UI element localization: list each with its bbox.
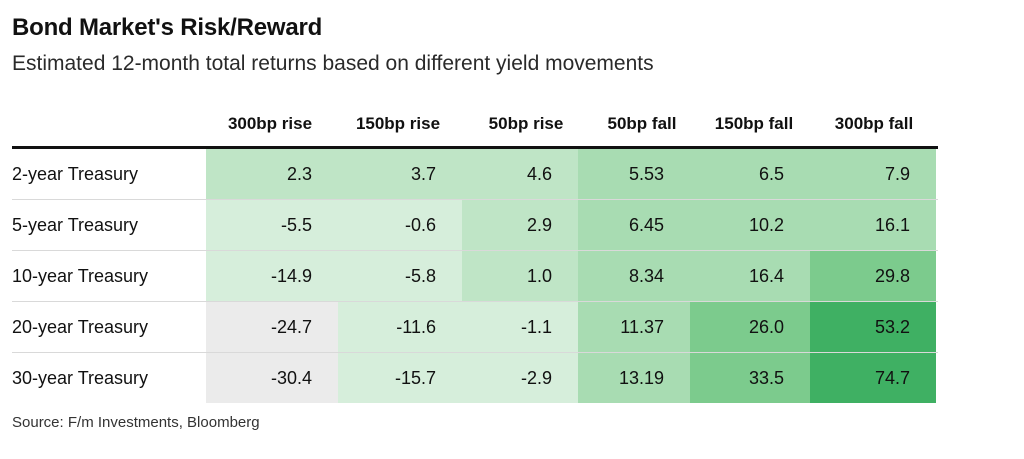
table-cell: -5.5 xyxy=(206,200,338,250)
table-cell: 26.0 xyxy=(690,302,810,352)
table-cell: 16.1 xyxy=(810,200,936,250)
table-cell: -11.6 xyxy=(338,302,462,352)
column-header-150bp-fall: 150bp fall xyxy=(714,114,794,133)
table-cell: -5.8 xyxy=(338,251,462,301)
table-cell: 33.5 xyxy=(690,353,810,403)
table-cell: 5.53 xyxy=(578,149,690,199)
table-cell: -24.7 xyxy=(206,302,338,352)
table-cell: 2.3 xyxy=(206,149,338,199)
chart-title: Bond Market's Risk/Reward xyxy=(12,14,323,41)
table-cell: -30.4 xyxy=(206,353,338,403)
column-header-50bp-fall: 50bp fall xyxy=(607,114,677,133)
table-cell: 6.45 xyxy=(578,200,690,250)
column-header-300bp-rise: 300bp rise xyxy=(227,114,313,133)
row-divider xyxy=(12,199,938,200)
table-cell: 8.34 xyxy=(578,251,690,301)
table-cell: 6.5 xyxy=(690,149,810,199)
source-note: Source: F/m Investments, Bloomberg xyxy=(12,414,260,431)
chart-subtitle: Estimated 12-month total returns based o… xyxy=(12,52,654,75)
table-cell: -2.9 xyxy=(462,353,578,403)
table-cell: 2.9 xyxy=(462,200,578,250)
table-cell: 7.9 xyxy=(810,149,936,199)
column-header-300bp-fall: 300bp fall xyxy=(834,114,914,133)
row-label: 5-year Treasury xyxy=(12,215,139,235)
header-divider xyxy=(12,146,938,149)
table-cell: 13.19 xyxy=(578,353,690,403)
table-cell: -14.9 xyxy=(206,251,338,301)
row-label: 20-year Treasury xyxy=(12,317,149,337)
row-label: 30-year Treasury xyxy=(12,368,149,388)
row-label: 10-year Treasury xyxy=(12,266,149,286)
table-cell: -15.7 xyxy=(338,353,462,403)
table-cell: 29.8 xyxy=(810,251,936,301)
row-divider xyxy=(12,352,938,353)
table-cell: 4.6 xyxy=(462,149,578,199)
row-divider xyxy=(12,250,938,251)
table-cell: -1.1 xyxy=(462,302,578,352)
table-cell: 11.37 xyxy=(578,302,690,352)
column-header-150bp-rise: 150bp rise xyxy=(355,114,441,133)
table-cell: 16.4 xyxy=(690,251,810,301)
table-cell: 74.7 xyxy=(810,353,936,403)
table-cell: 10.2 xyxy=(690,200,810,250)
row-divider xyxy=(12,301,938,302)
column-header-50bp-rise: 50bp rise xyxy=(488,114,564,133)
table-cell: 53.2 xyxy=(810,302,936,352)
table-cell: 1.0 xyxy=(462,251,578,301)
table-cell: -0.6 xyxy=(338,200,462,250)
row-label: 2-year Treasury xyxy=(12,164,139,184)
table-cell: 3.7 xyxy=(338,149,462,199)
